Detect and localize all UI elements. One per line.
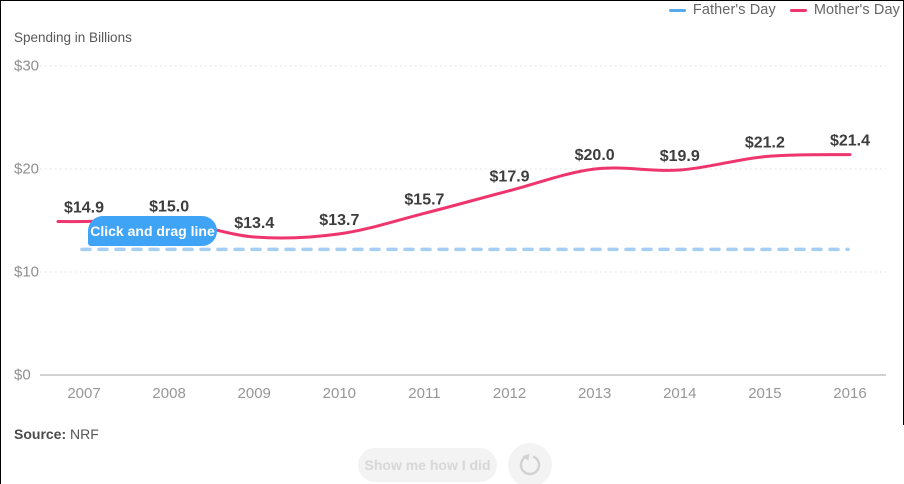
y-tick-label-$20: $20 xyxy=(14,161,39,178)
y-tick-label-$10: $10 xyxy=(14,264,39,281)
x-tick-label-2009: 2009 xyxy=(238,385,271,402)
data-point-label-2010: $13.7 xyxy=(319,212,359,229)
frame-border-top xyxy=(0,0,904,1)
data-point-label-2009: $13.4 xyxy=(234,215,274,232)
reset-counterclockwise-icon xyxy=(519,453,541,476)
data-point-label-2014: $19.9 xyxy=(660,148,700,165)
data-point-label-2011: $15.7 xyxy=(404,191,444,208)
show-me-how-i-did-button[interactable]: Show me how I did xyxy=(358,448,497,482)
data-point-label-2015: $21.2 xyxy=(745,135,785,152)
x-tick-label-2011: 2011 xyxy=(408,385,440,402)
x-tick-label-2010: 2010 xyxy=(323,385,356,402)
y-tick-label-$30: $30 xyxy=(14,58,39,75)
x-tick-label-2015: 2015 xyxy=(748,385,781,402)
x-tick-label-2014: 2014 xyxy=(663,385,696,402)
source-value: NRF xyxy=(70,426,99,442)
legend-label-fathers-day: Father's Day xyxy=(692,2,776,18)
data-point-label-2012: $17.9 xyxy=(490,169,530,186)
frame-border-left xyxy=(0,0,1,484)
drag-instruction-tooltip[interactable]: Click and drag line xyxy=(88,216,217,246)
legend-item-fathers-day: Father's Day xyxy=(668,2,776,18)
mothers-day-line-swatch-icon xyxy=(789,8,807,12)
y-axis-title: Spending in Billions xyxy=(14,30,132,45)
x-tick-label-2007: 2007 xyxy=(67,385,100,402)
chart-legend: Father's Day Mother's Day xyxy=(668,2,900,18)
x-tick-label-2012: 2012 xyxy=(493,385,526,402)
x-tick-label-2016: 2016 xyxy=(833,385,866,402)
source-label: Source: xyxy=(14,426,67,442)
source-line: Source: NRF xyxy=(14,426,99,442)
data-point-label-2013: $20.0 xyxy=(575,147,615,164)
reset-button[interactable] xyxy=(508,443,552,484)
x-tick-label-2013: 2013 xyxy=(578,385,611,402)
data-point-label-2007: $14.9 xyxy=(64,200,104,217)
fathers-day-line-swatch-icon xyxy=(668,8,686,12)
y-tick-label-$0: $0 xyxy=(14,367,31,384)
data-point-label-2008: $15.0 xyxy=(149,199,189,216)
x-tick-label-2008: 2008 xyxy=(152,385,185,402)
legend-label-mothers-day: Mother's Day xyxy=(813,2,900,18)
legend-item-mothers-day: Mother's Day xyxy=(789,2,900,18)
data-point-label-2016: $21.4 xyxy=(830,133,870,150)
controls-row: Show me how I did xyxy=(358,443,552,484)
